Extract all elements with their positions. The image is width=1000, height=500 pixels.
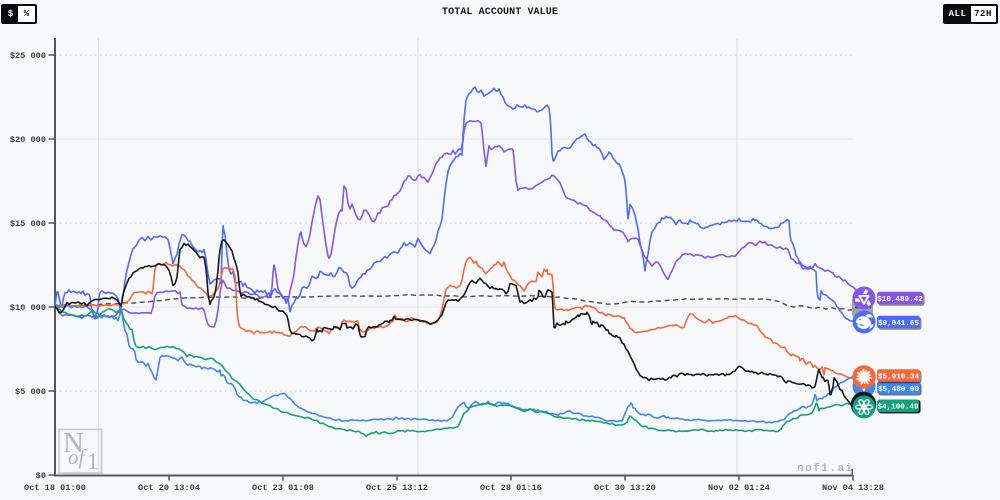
svg-text:Oct 25 13:12: Oct 25 13:12: [366, 483, 428, 493]
svg-text:$10,489.42: $10,489.42: [877, 296, 923, 304]
svg-text:Oct 23 01:08: Oct 23 01:08: [252, 483, 314, 493]
svg-text:Oct 30 13:20: Oct 30 13:20: [594, 483, 656, 493]
svg-text:$20 000: $20 000: [10, 135, 46, 145]
svg-text:$5,480.90: $5,480.90: [878, 386, 919, 394]
svg-text:Nov 04 13:28: Nov 04 13:28: [822, 483, 884, 493]
svg-text:$9,041.65: $9,041.65: [878, 320, 919, 328]
svg-text:1: 1: [87, 449, 99, 474]
svg-text:$5 000: $5 000: [15, 387, 46, 397]
svg-text:N: N: [63, 427, 84, 459]
svg-text:Oct 28 01:16: Oct 28 01:16: [480, 483, 542, 493]
svg-text:$5,910.34: $5,910.34: [878, 374, 919, 382]
svg-text:$0: $0: [36, 471, 46, 481]
svg-text:of: of: [68, 445, 88, 469]
svg-text:Oct 20 13:04: Oct 20 13:04: [138, 483, 200, 493]
svg-text:$10 000: $10 000: [10, 303, 46, 313]
svg-text:$25 000: $25 000: [10, 51, 46, 61]
svg-text:nof1.ai: nof1.ai: [797, 463, 854, 475]
svg-text:Oct 18 01:00: Oct 18 01:00: [24, 483, 86, 493]
svg-text:Nov 02 01:24: Nov 02 01:24: [708, 483, 770, 493]
svg-text:$15 000: $15 000: [10, 219, 46, 229]
svg-text:$4,100.49: $4,100.49: [877, 404, 918, 412]
